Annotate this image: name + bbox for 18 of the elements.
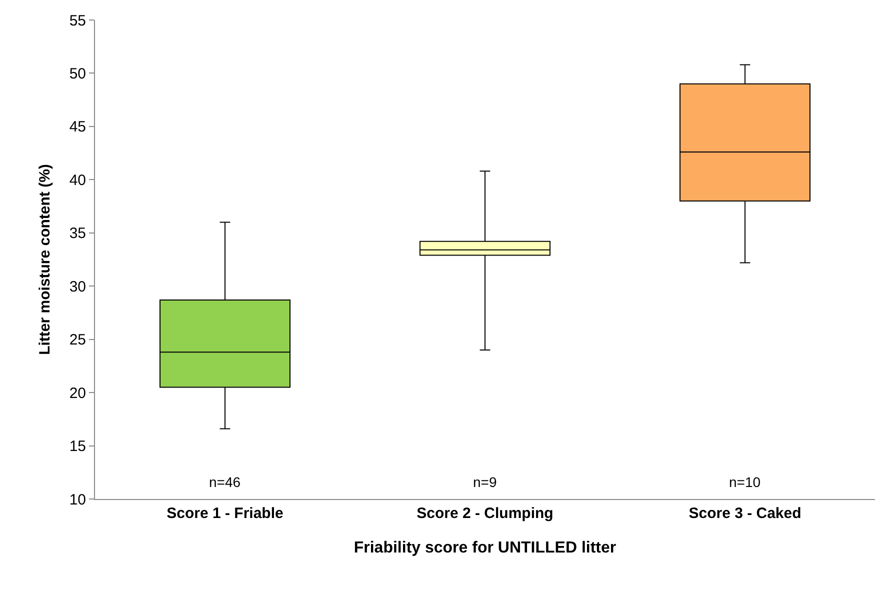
y-tick-label: 25 <box>69 332 86 349</box>
y-tick-label: 35 <box>69 225 86 242</box>
annotation: n=9 <box>473 474 497 490</box>
y-axis-title: Litter moisture content (%) <box>36 164 54 355</box>
y-tick-label: 10 <box>69 491 86 508</box>
x-tick-label: Score 2 - Clumping <box>416 505 554 522</box>
y-tick-label: 50 <box>69 65 86 82</box>
y-tick-label: 15 <box>69 438 86 456</box>
annotation: n=46 <box>209 474 241 490</box>
y-tick-label: 40 <box>69 172 86 189</box>
x-tick-label: Score 1 - Friable <box>166 505 284 522</box>
y-tick-label: 30 <box>69 278 86 296</box>
y-tick-label: 45 <box>69 118 86 136</box>
x-axis-title: Friability score for UNTILLED litter <box>354 540 616 557</box>
x-tick-label: Score 3 - Caked <box>688 505 802 522</box>
annotation: n=10 <box>729 474 761 490</box>
y-tick-label: 20 <box>69 384 86 402</box>
y-tick-label: 55 <box>69 12 86 30</box>
